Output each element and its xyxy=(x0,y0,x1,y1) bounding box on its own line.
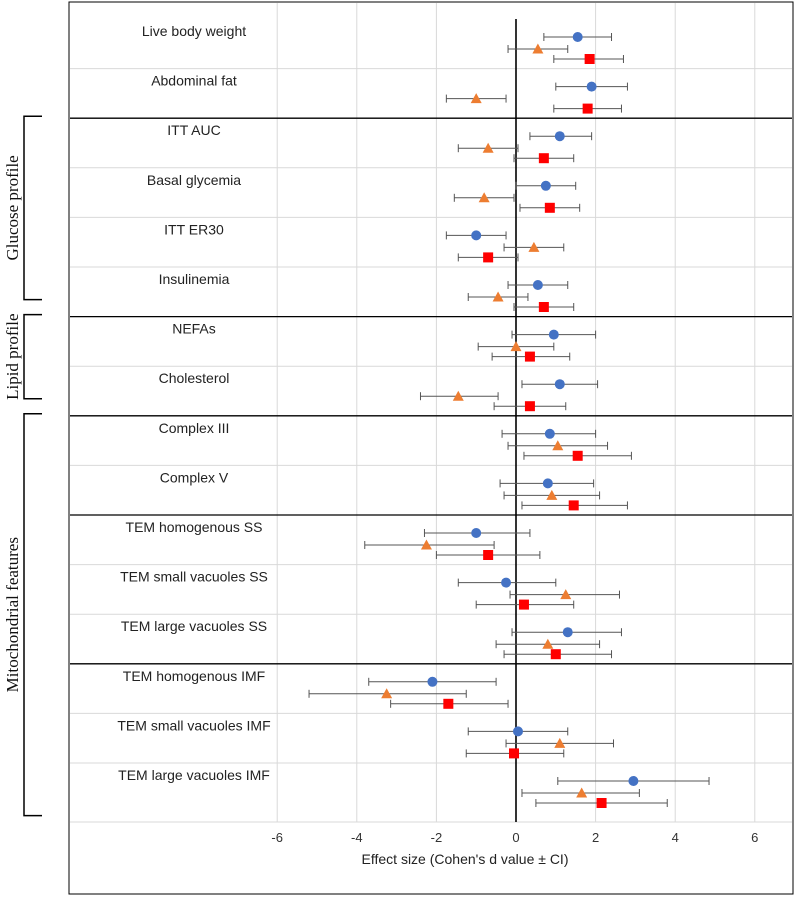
row-label: NEFAs xyxy=(172,321,216,337)
confidence-intervals xyxy=(308,33,710,807)
effect-point-circle xyxy=(512,726,523,737)
effect-point-triangle xyxy=(492,291,504,302)
row-label: TEM large vacuoles SS xyxy=(121,618,267,634)
effect-point-triangle xyxy=(478,192,490,203)
effect-point-triangle xyxy=(510,341,522,352)
group-bracket xyxy=(23,115,42,301)
effect-point-square xyxy=(538,302,549,312)
effect-point-triangle xyxy=(542,638,554,649)
row-label: Complex III xyxy=(159,420,230,436)
effect-point-triangle xyxy=(552,440,564,451)
row-label: TEM large vacuoles IMF xyxy=(118,767,270,783)
effect-point-triangle xyxy=(560,589,572,600)
effect-point-circle xyxy=(548,329,559,340)
group-brackets: Glucose profile Lipid profile Mitochondria… xyxy=(3,115,42,817)
effect-point-triangle xyxy=(554,737,566,748)
row-label: Complex V xyxy=(160,469,229,485)
row-label: Basal glycemia xyxy=(147,172,241,188)
x-tick-labels: -6 -4 -2 0 2 4 6 xyxy=(271,830,758,845)
effect-point-circle xyxy=(532,280,543,290)
row-label: Insulinemia xyxy=(159,271,230,287)
x-tick-label: 2 xyxy=(592,830,599,845)
section-dividers xyxy=(70,117,792,665)
effect-point-square xyxy=(584,54,595,64)
x-axis-label: Effect size (Cohen's d value ± CI) xyxy=(362,851,569,867)
effect-point-triangle xyxy=(532,43,544,54)
effect-point-circle xyxy=(562,627,573,638)
x-tick-label: -2 xyxy=(431,830,443,845)
effect-point-circle xyxy=(628,776,639,786)
group-label: Lipid profile xyxy=(3,313,22,399)
effect-point-triangle xyxy=(576,787,588,798)
effect-point-circle xyxy=(554,379,565,390)
effect-point-circle xyxy=(554,131,565,142)
effect-point-square xyxy=(443,698,454,709)
effect-point-circle xyxy=(542,478,553,489)
effect-point-square xyxy=(538,153,549,164)
effect-point-circle xyxy=(427,676,438,687)
effect-point-circle xyxy=(586,81,597,92)
effect-point-square xyxy=(568,500,579,511)
x-tick-label: -4 xyxy=(351,830,363,845)
effect-point-square xyxy=(544,202,555,213)
effect-point-square xyxy=(524,401,535,412)
effect-point-circle xyxy=(540,180,551,191)
effect-point-triangle xyxy=(452,390,464,401)
x-tick-label: 6 xyxy=(751,830,758,845)
group-bracket xyxy=(23,413,42,817)
group-label: Mitochondrial features xyxy=(3,537,22,692)
effect-point-circle xyxy=(544,428,555,439)
effect-point-circle xyxy=(471,528,482,538)
effect-point-triangle xyxy=(482,142,494,153)
effect-point-square xyxy=(509,748,520,759)
group-bracket xyxy=(23,313,42,400)
effect-point-triangle xyxy=(420,539,432,550)
row-label: TEM homogenous SS xyxy=(126,519,263,535)
effect-markers xyxy=(381,32,639,808)
x-tick-label: 4 xyxy=(672,830,679,845)
effect-point-square xyxy=(550,649,561,660)
x-tick-label: 0 xyxy=(512,830,519,845)
effect-point-circle xyxy=(572,32,583,42)
row-labels: Live body weight Abdominal fat ITT AUC Basa… xyxy=(117,23,270,783)
effect-point-circle xyxy=(471,230,482,241)
row-label: Abdominal fat xyxy=(151,73,237,89)
row-label: Live body weight xyxy=(142,23,246,39)
chart-frame xyxy=(68,1,794,895)
effect-point-circle xyxy=(501,577,512,588)
row-label: ITT ER30 xyxy=(164,221,224,237)
row-label: ITT AUC xyxy=(167,122,220,138)
row-label: Cholesterol xyxy=(159,370,230,386)
effect-point-triangle xyxy=(528,241,540,252)
effect-point-square xyxy=(572,450,583,461)
effect-point-triangle xyxy=(470,93,482,104)
group-label: Glucose profile xyxy=(3,155,22,260)
effect-point-triangle xyxy=(381,688,393,699)
x-tick-label: -6 xyxy=(271,830,283,845)
effect-point-triangle xyxy=(546,489,558,500)
row-label: TEM homogenous IMF xyxy=(123,668,265,684)
row-label: TEM small vacuoles IMF xyxy=(117,717,270,733)
effect-point-square xyxy=(582,103,593,114)
effect-point-square xyxy=(483,550,494,560)
row-label: TEM small vacuoles SS xyxy=(120,569,268,585)
effect-point-square xyxy=(483,252,494,263)
effect-point-square xyxy=(524,351,535,362)
effect-point-square xyxy=(596,798,607,808)
effect-point-square xyxy=(518,599,529,610)
